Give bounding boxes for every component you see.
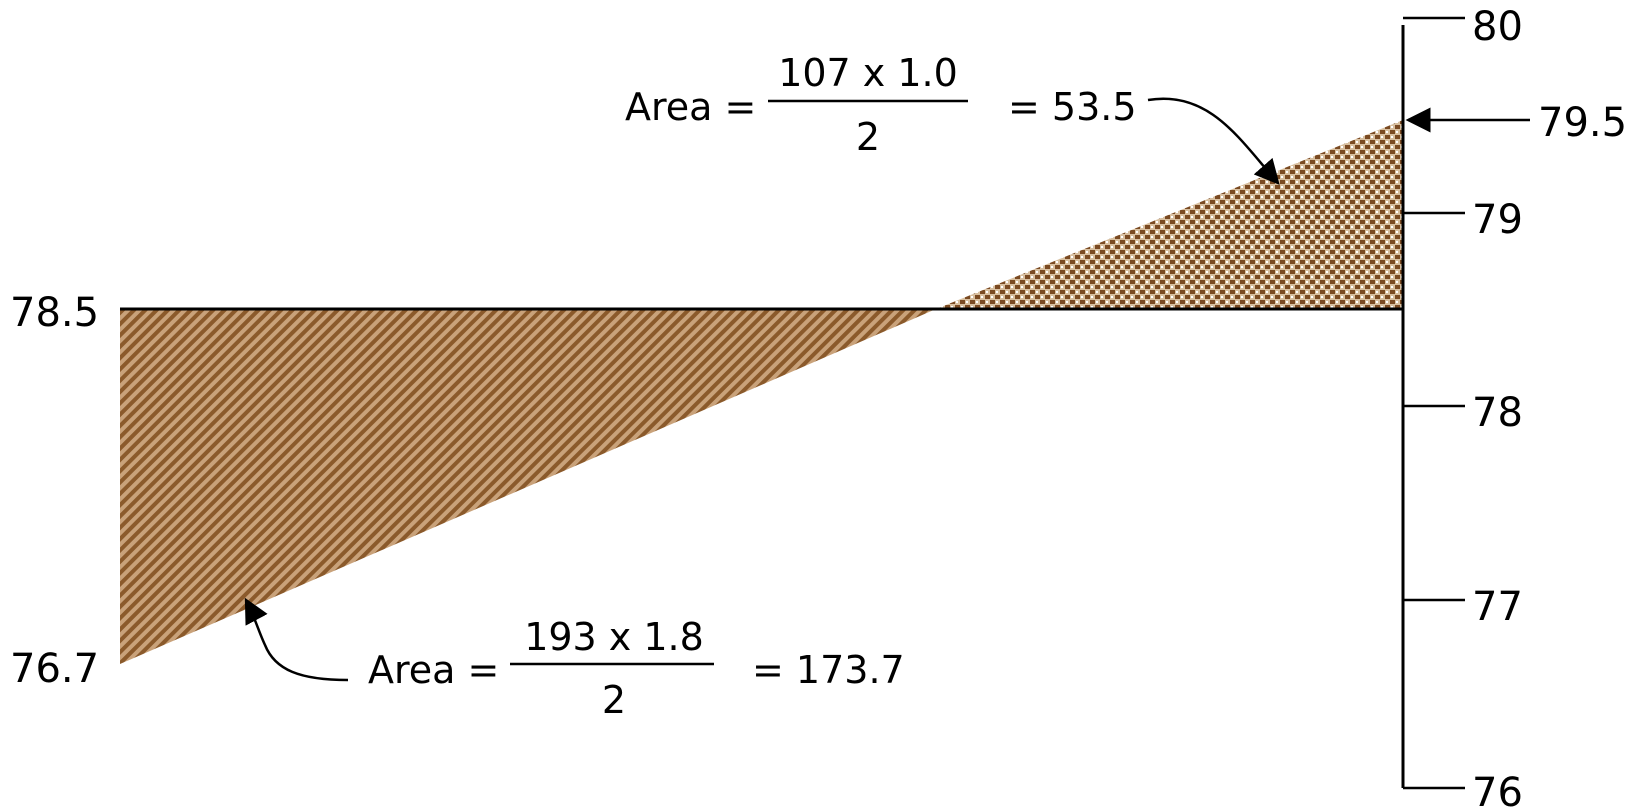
scale-label-79: 79 [1472,197,1523,243]
lower-area-result: = 173.7 [752,648,905,692]
pointer-label: 79.5 [1538,100,1627,146]
lower-area-annotation: Area = 193 x 1.8 2 = 173.7 [244,597,905,722]
upper-area-prefix: Area = [625,85,756,129]
left-label-lower: 76.7 [10,646,99,692]
cut-area-triangle [120,309,936,664]
scale-label-77: 77 [1472,584,1523,630]
lower-area-denominator: 2 [602,678,626,722]
scale-label-78: 78 [1472,390,1523,436]
scale-ticks [1403,16,1465,790]
upper-area-numerator: 107 x 1.0 [778,51,958,95]
lower-callout-arrow [244,597,349,682]
scale-label-76: 76 [1472,770,1523,812]
upper-area-result: = 53.5 [1008,85,1137,129]
upper-callout-arrow [1147,97,1280,185]
fill-area-triangle [936,120,1403,309]
lower-area-numerator: 193 x 1.8 [524,615,704,659]
upper-area-denominator: 2 [856,115,880,159]
left-label-upper: 78.5 [10,290,99,336]
lower-area-prefix: Area = [368,648,499,692]
upper-area-annotation: Area = 107 x 1.0 2 = 53.5 [625,51,1280,185]
scale-label-80: 80 [1472,4,1523,50]
